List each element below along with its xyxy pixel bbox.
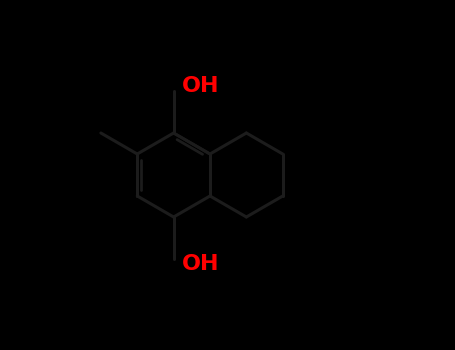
Text: OH: OH: [182, 76, 219, 96]
Text: OH: OH: [182, 254, 219, 274]
